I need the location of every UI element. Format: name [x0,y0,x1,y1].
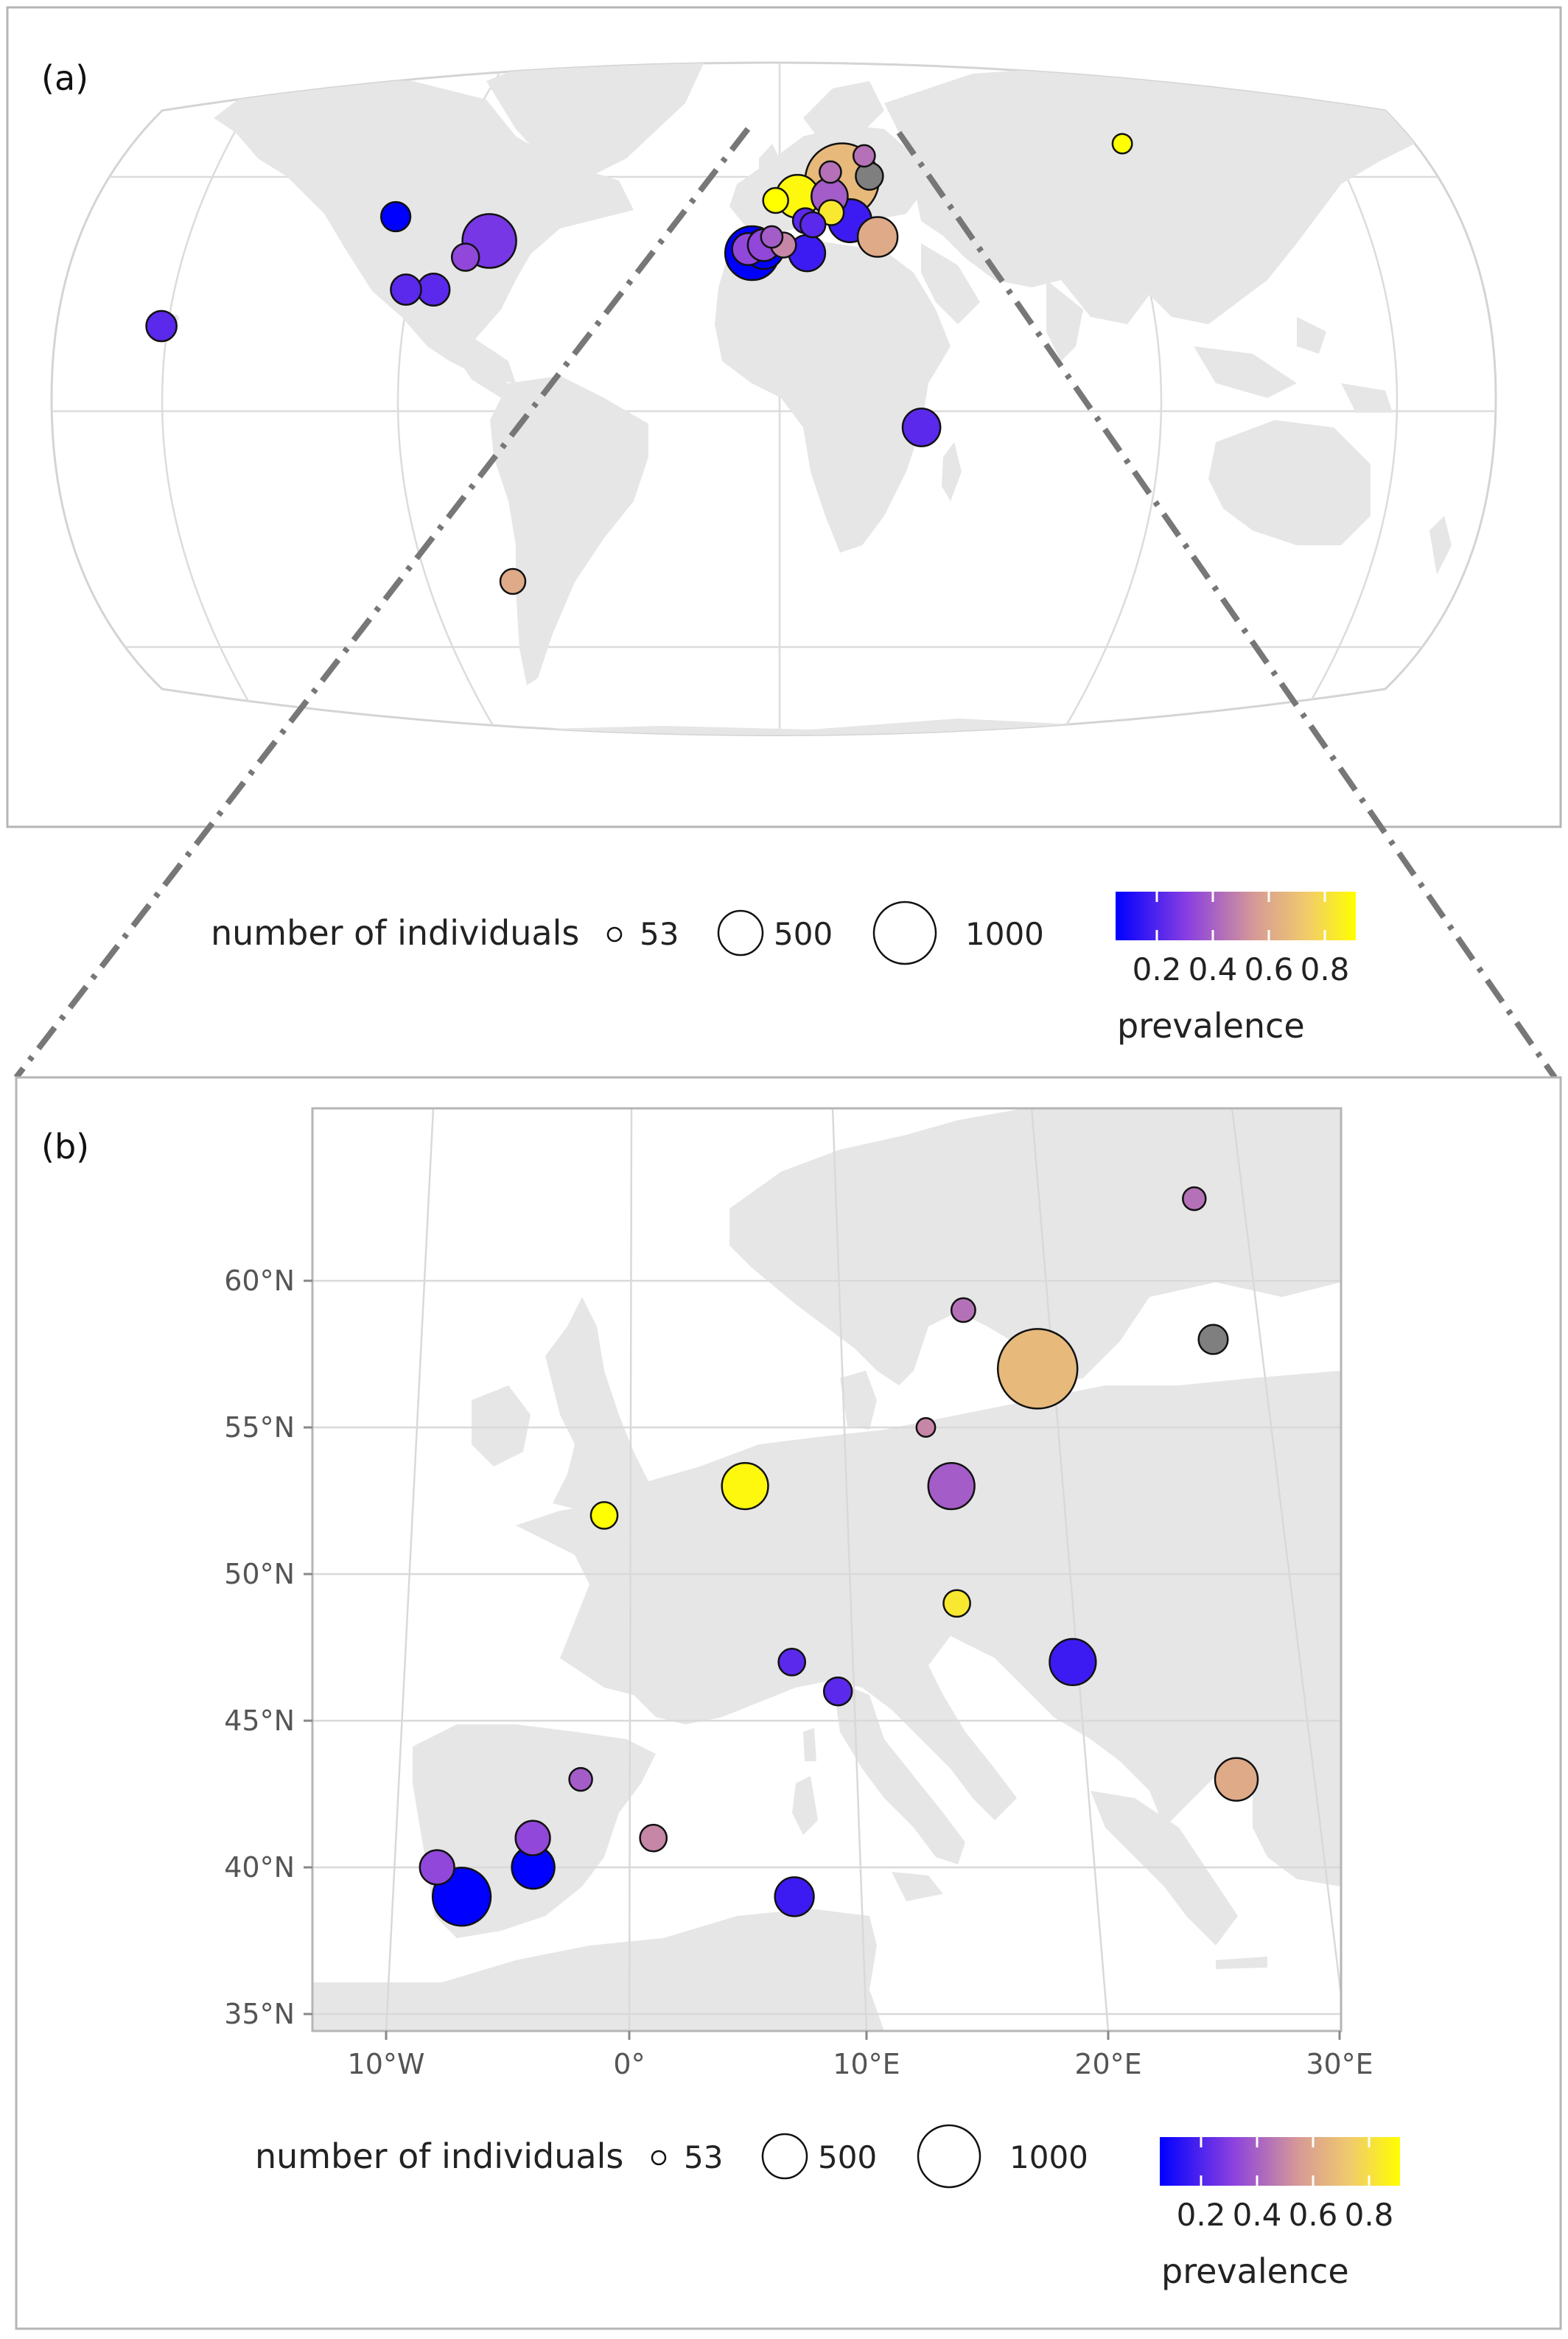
x-tick-10E: 10°E [833,2048,900,2080]
x-tick-30E: 30°E [1306,2048,1373,2080]
legend-b-tick-2: 0.4 [1233,2197,1282,2233]
panel-b-data-point [1214,1757,1259,1802]
legend-a-color-title: prevalence [1117,1006,1305,1046]
panel-b-data-point [1197,1324,1229,1355]
panel-a-data-point [852,144,876,168]
legend-a-tick-3: 0.6 [1245,951,1294,987]
legend-a-colorbar-ticks [1155,892,1326,940]
panel-b-label: (b) [41,1127,89,1167]
legend-a-tick-2: 0.4 [1189,951,1238,987]
panel-b-data-point [915,1417,937,1438]
x-tick-20E: 20°E [1074,2048,1141,2080]
panel-b-data-point [774,1876,815,1917]
panel-b-data-point [950,1297,976,1324]
panel-a-data-point [499,567,527,595]
panel-b-data-point [1182,1186,1207,1212]
panel-b-data-point [942,1589,971,1618]
legend-a-tick-4: 0.8 [1301,951,1350,987]
panel-a-data-point [799,211,827,239]
legend-b: number of individuals 53 500 1000 0.2 0.… [255,2124,1400,2291]
legend-a-size-circle-small [606,926,623,943]
legend-a-colorbar [1116,892,1356,940]
legend-b-tick-4: 0.8 [1345,2197,1394,2233]
y-tick-40N: 40°N [224,1851,295,1884]
legend-b-size-label-mid: 500 [818,2139,877,2175]
zoom-connector-lines [13,127,1558,1080]
zoom-line-left [13,127,751,1080]
panel-b-data-point [419,1849,455,1886]
x-tick-0: 0° [613,2048,645,2080]
panel-b-data-point [568,1766,593,1792]
x-tick-10W: 10°W [348,2048,425,2080]
world-map [50,61,1497,736]
panel-a-data-point [1111,133,1133,155]
panel-b-data-point [514,1819,551,1856]
panel-a-data-point [760,225,784,249]
panel-a-data-point [379,200,412,233]
legend-a: number of individuals 53 500 1000 0.2 0.… [211,892,1356,1046]
y-tick-50N: 50°N [224,1558,295,1590]
panel-b-data-point [822,1676,853,1707]
panel-a-data-point [390,273,422,306]
legend-a-size-title: number of individuals [211,913,579,953]
legend-a-size-circle-mid [717,909,764,957]
legend-b-colorbar-ticks [1200,2137,1371,2186]
legend-a-size-label-large: 1000 [965,916,1044,952]
y-tick-60N: 60°N [224,1265,295,1297]
legend-b-tick-1: 0.2 [1177,2197,1226,2233]
legend-b-size-label-large: 1000 [1009,2139,1088,2175]
panel-b-data-point [996,1328,1079,1410]
legend-b-size-title: number of individuals [255,2136,623,2176]
legend-a-size-label-mid: 500 [774,916,833,952]
panel-a-data-point [901,408,942,447]
panel-b-axes: 60°N 55°N 50°N 45°N 40°N 35°N 10°W 0° 10… [224,1265,1373,2080]
panel-b-data-point [589,1501,619,1530]
legend-b-size-circle-small [651,2150,667,2166]
legend-b-size-label-small: 53 [684,2139,723,2175]
panel-b-data-point [721,1461,769,1511]
panel-a-points [145,133,1133,595]
panel-a-label: (a) [41,58,88,98]
y-axis-ticks [304,1279,312,2015]
europe-land [312,1108,1341,2031]
legend-b-colorbar [1160,2137,1400,2186]
legend-a-size-circle-large [872,901,937,965]
x-axis-ticks [385,2031,1341,2040]
panel-b-data-point [777,1648,807,1677]
y-tick-45N: 45°N [224,1705,295,1737]
y-tick-55N: 55°N [224,1411,295,1444]
panel-a-data-point [762,186,789,214]
legend-b-size-circle-large [917,2124,981,2189]
legend-b-tick-3: 0.6 [1289,2197,1338,2233]
panel-a-data-point [416,272,451,307]
legend-a-tick-1: 0.2 [1133,951,1182,987]
panel-b-data-point [927,1461,976,1511]
legend-b-size-circle-mid [761,2133,808,2180]
europe-map [311,1107,1343,2032]
y-tick-35N: 35°N [224,1998,295,2030]
europe-graticule [312,1108,1341,2031]
legend-a-size-label-small: 53 [640,916,679,952]
panel-b-data-point [639,1823,668,1853]
europe-map-border [311,1107,1343,2032]
panel-a-data-point [819,160,842,184]
zoom-line-right [896,130,1558,1080]
panel-a-data-point [450,242,480,272]
legend-b-color-title: prevalence [1161,2251,1349,2291]
panel-a-data-point [145,310,178,343]
panel-a-data-point [856,216,899,258]
panel-b-data-point [1049,1637,1097,1687]
world-land [52,63,1496,735]
panel-b-points [419,1186,1259,1927]
